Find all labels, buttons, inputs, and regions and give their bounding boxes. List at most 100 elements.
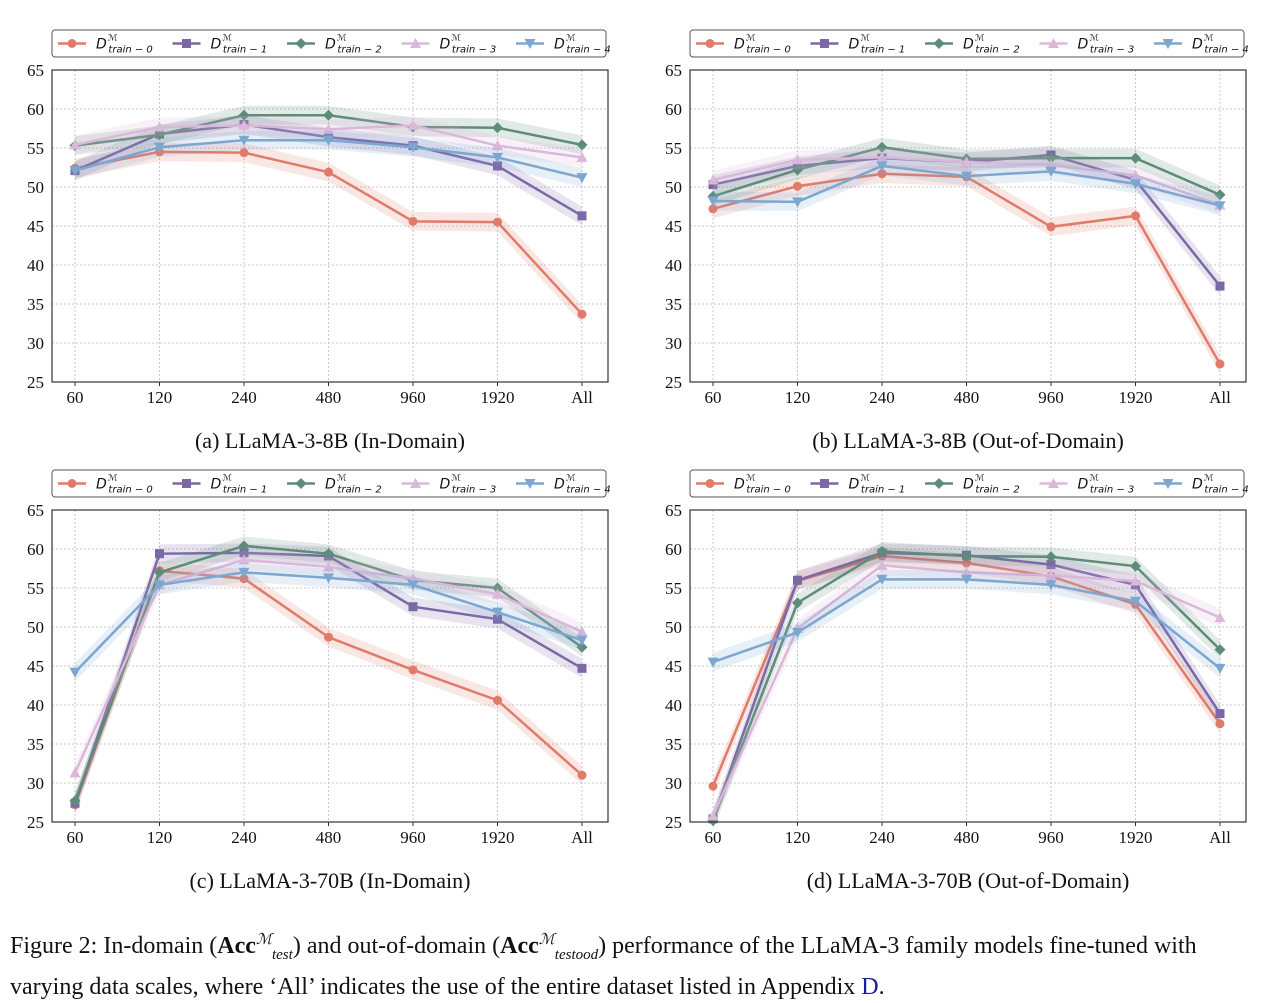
legend-sup: ℳ [1089, 34, 1099, 44]
x-tick-label: 480 [316, 828, 342, 847]
data-point [961, 171, 972, 182]
legend-sup: ℳ [108, 34, 118, 44]
legend-label: Dℳ train − 2 [325, 34, 382, 56]
data-point [792, 197, 803, 208]
x-tick-label: 240 [231, 828, 257, 847]
x-tick-label: 60 [67, 388, 84, 407]
legend-sub: train − 2 [975, 485, 1019, 496]
legend-label: Dℳ train − 4 [1192, 474, 1249, 496]
legend-label: Dℳ train − 2 [963, 34, 1020, 56]
legend-item-1: Dℳ train − 1 [810, 34, 905, 56]
legend-marker [820, 479, 829, 488]
legend-sub: train − 4 [566, 485, 610, 496]
legend: Dℳ train − 0 Dℳ train − 1 Dℳ train − 2 Dℳ train… [689, 29, 1249, 58]
legend-base: D [440, 477, 451, 493]
data-point [1130, 179, 1141, 190]
data-point [707, 196, 719, 207]
data-point [1130, 560, 1141, 572]
legend-sup: ℳ [1204, 34, 1214, 44]
legend-sub: train − 4 [566, 45, 610, 56]
data-point [154, 129, 165, 141]
y-tick-label: 60 [27, 100, 44, 119]
caption-sup: ℳ [538, 932, 555, 948]
legend-marker [410, 478, 421, 488]
legend-sup: ℳ [222, 34, 232, 44]
legend-sup: ℳ [222, 474, 232, 484]
data-point [492, 607, 503, 618]
legend-sub: train − 3 [1090, 45, 1134, 56]
x-tick-label: 960 [1038, 388, 1064, 407]
caption-b: (b) LLaMA-3-8B (Out-of-Domain) [812, 428, 1124, 453]
data-point [792, 154, 803, 165]
legend-base: D [325, 37, 336, 53]
data-point [323, 573, 334, 584]
data-point [493, 161, 502, 171]
subplot-a: 25 30 35 40 45 50 55 60 65 60 120 240 480 960 1920 All D… [27, 29, 611, 407]
legend-marker [705, 39, 715, 48]
acc-symbol: Acc [500, 933, 539, 959]
legend-sub: train − 3 [1090, 485, 1134, 496]
y-tick-label: 60 [665, 100, 682, 119]
data-point [792, 597, 803, 609]
confidence-band [75, 543, 582, 813]
x-tick-label: 480 [954, 828, 980, 847]
legend: D ℳ train − 0 Dℳ train − 1 Dℳ train − 2 Dℳ train… [51, 29, 611, 58]
data-point [407, 119, 419, 130]
legend-item-2: Dℳ train − 2 [925, 474, 1020, 496]
y-tick-label: 50 [665, 178, 682, 197]
legend-item-0: Dℳ train − 0 [696, 34, 791, 56]
legend-sub: train − 3 [452, 485, 496, 496]
data-point [576, 626, 588, 637]
legend-marker [524, 479, 536, 489]
caption-sup: ℳ [255, 932, 272, 948]
legend-sub: train − 3 [452, 45, 496, 56]
y-tick-label: 60 [665, 540, 682, 559]
legend-label: Dℳ train − 3 [1078, 474, 1135, 496]
data-point [238, 554, 250, 565]
data-point [1214, 201, 1226, 212]
x-tick-label: 240 [869, 828, 895, 847]
confidence-band [713, 148, 1220, 215]
legend-label: Dℳ train − 4 [1192, 34, 1249, 56]
legend-marker [1048, 38, 1059, 48]
data-point [877, 169, 887, 179]
confidence-band [713, 164, 1220, 374]
data-point [708, 204, 718, 214]
y-tick-label: 25 [27, 373, 44, 392]
series-2 [707, 541, 1226, 830]
legend-label: Dℳ train − 1 [211, 474, 268, 496]
subplot-c: 25 30 35 40 45 50 55 60 65 60 120 240 480 960 1920 All D… [27, 469, 611, 847]
data-point [492, 152, 503, 163]
data-point [961, 550, 972, 562]
legend-sup: ℳ [108, 474, 118, 484]
acc-symbol: Acc [217, 933, 256, 959]
y-tick-label: 25 [665, 373, 682, 392]
legend-marker [1048, 478, 1059, 488]
legend-marker [67, 39, 77, 48]
data-point [707, 657, 719, 668]
legend-marker [410, 38, 421, 48]
data-point [323, 561, 334, 572]
data-point [792, 164, 803, 176]
legend-box [51, 29, 607, 58]
data-point [492, 140, 503, 151]
data-point [793, 181, 802, 191]
appendix-link[interactable]: D [861, 973, 879, 1000]
data-point [708, 781, 718, 791]
confidence-band [713, 137, 1220, 206]
data-point [324, 167, 333, 177]
legend-marker [295, 38, 307, 49]
plot-frame [51, 509, 609, 823]
data-point [1215, 281, 1225, 291]
legend-sup: ℳ [1089, 474, 1099, 484]
data-point [154, 121, 165, 132]
legend-marker [705, 479, 715, 488]
legend-sub: train − 0 [108, 45, 152, 56]
caption-sub: test [271, 946, 293, 963]
legend-item-3: Dℳ train − 3 [1039, 34, 1134, 56]
legend-item-1: Dℳ train − 1 [172, 34, 267, 56]
legend-base: D [96, 477, 107, 493]
data-point [238, 567, 250, 578]
legend: Dℳ train − 0 Dℳ train − 1 Dℳ train − 2 Dℳ train… [689, 469, 1249, 498]
legend-item-3: Dℳ train − 3 [401, 34, 496, 56]
